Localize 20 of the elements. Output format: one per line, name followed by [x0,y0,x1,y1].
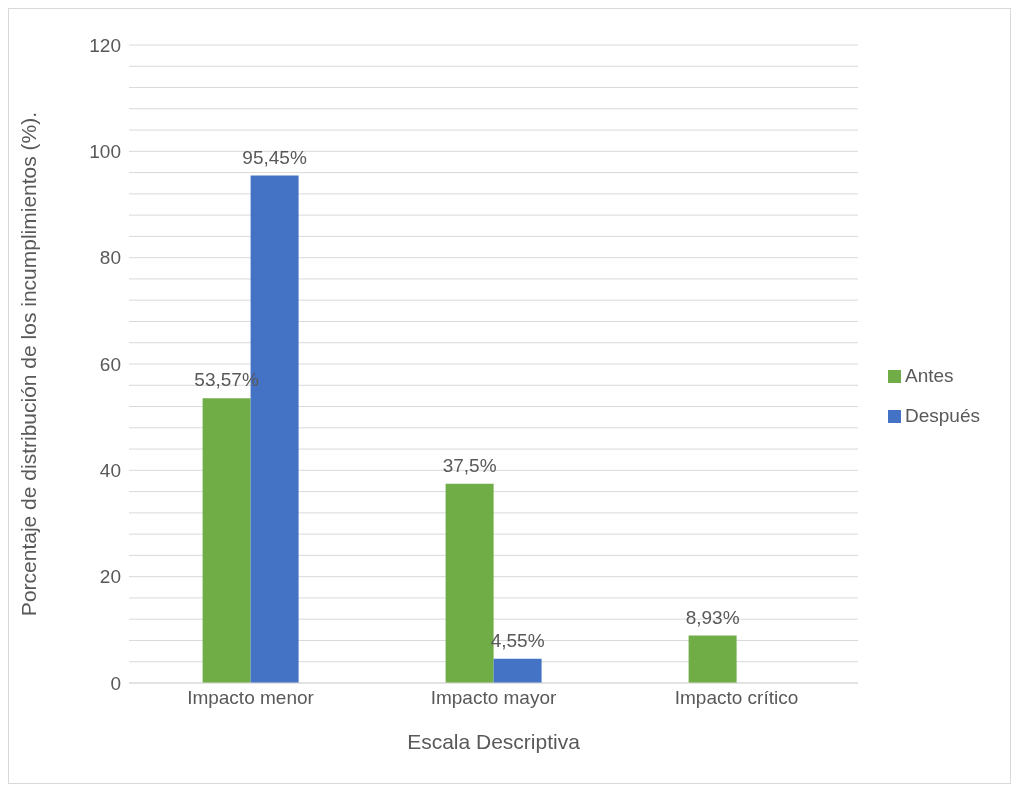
bar [202,398,251,683]
x-tick-label: Impacto crítico [674,687,799,709]
legend-label: Antes [905,365,954,386]
data-label: 95,45% [242,146,307,168]
bar [688,635,737,683]
y-tick-label: 20 [99,566,121,588]
data-label: 37,5% [442,454,497,476]
legend-label: Después [905,405,980,426]
y-tick-label: 120 [89,34,121,56]
y-tick-label: 40 [99,460,121,482]
y-tick-label: 100 [89,141,121,163]
x-axis-title: Escala Descriptiva [407,730,581,753]
y-axis-title: Porcentaje de distribución de los incumplimientos (%). [17,111,41,617]
bar [493,658,542,683]
y-tick-label: 0 [110,672,121,694]
data-label: 8,93% [685,606,740,628]
y-tick-label: 80 [99,247,121,269]
x-tick-label: Impacto mayor [430,687,557,709]
y-tick-label: 60 [99,353,121,375]
x-tick-label: Impacto menor [187,687,315,709]
